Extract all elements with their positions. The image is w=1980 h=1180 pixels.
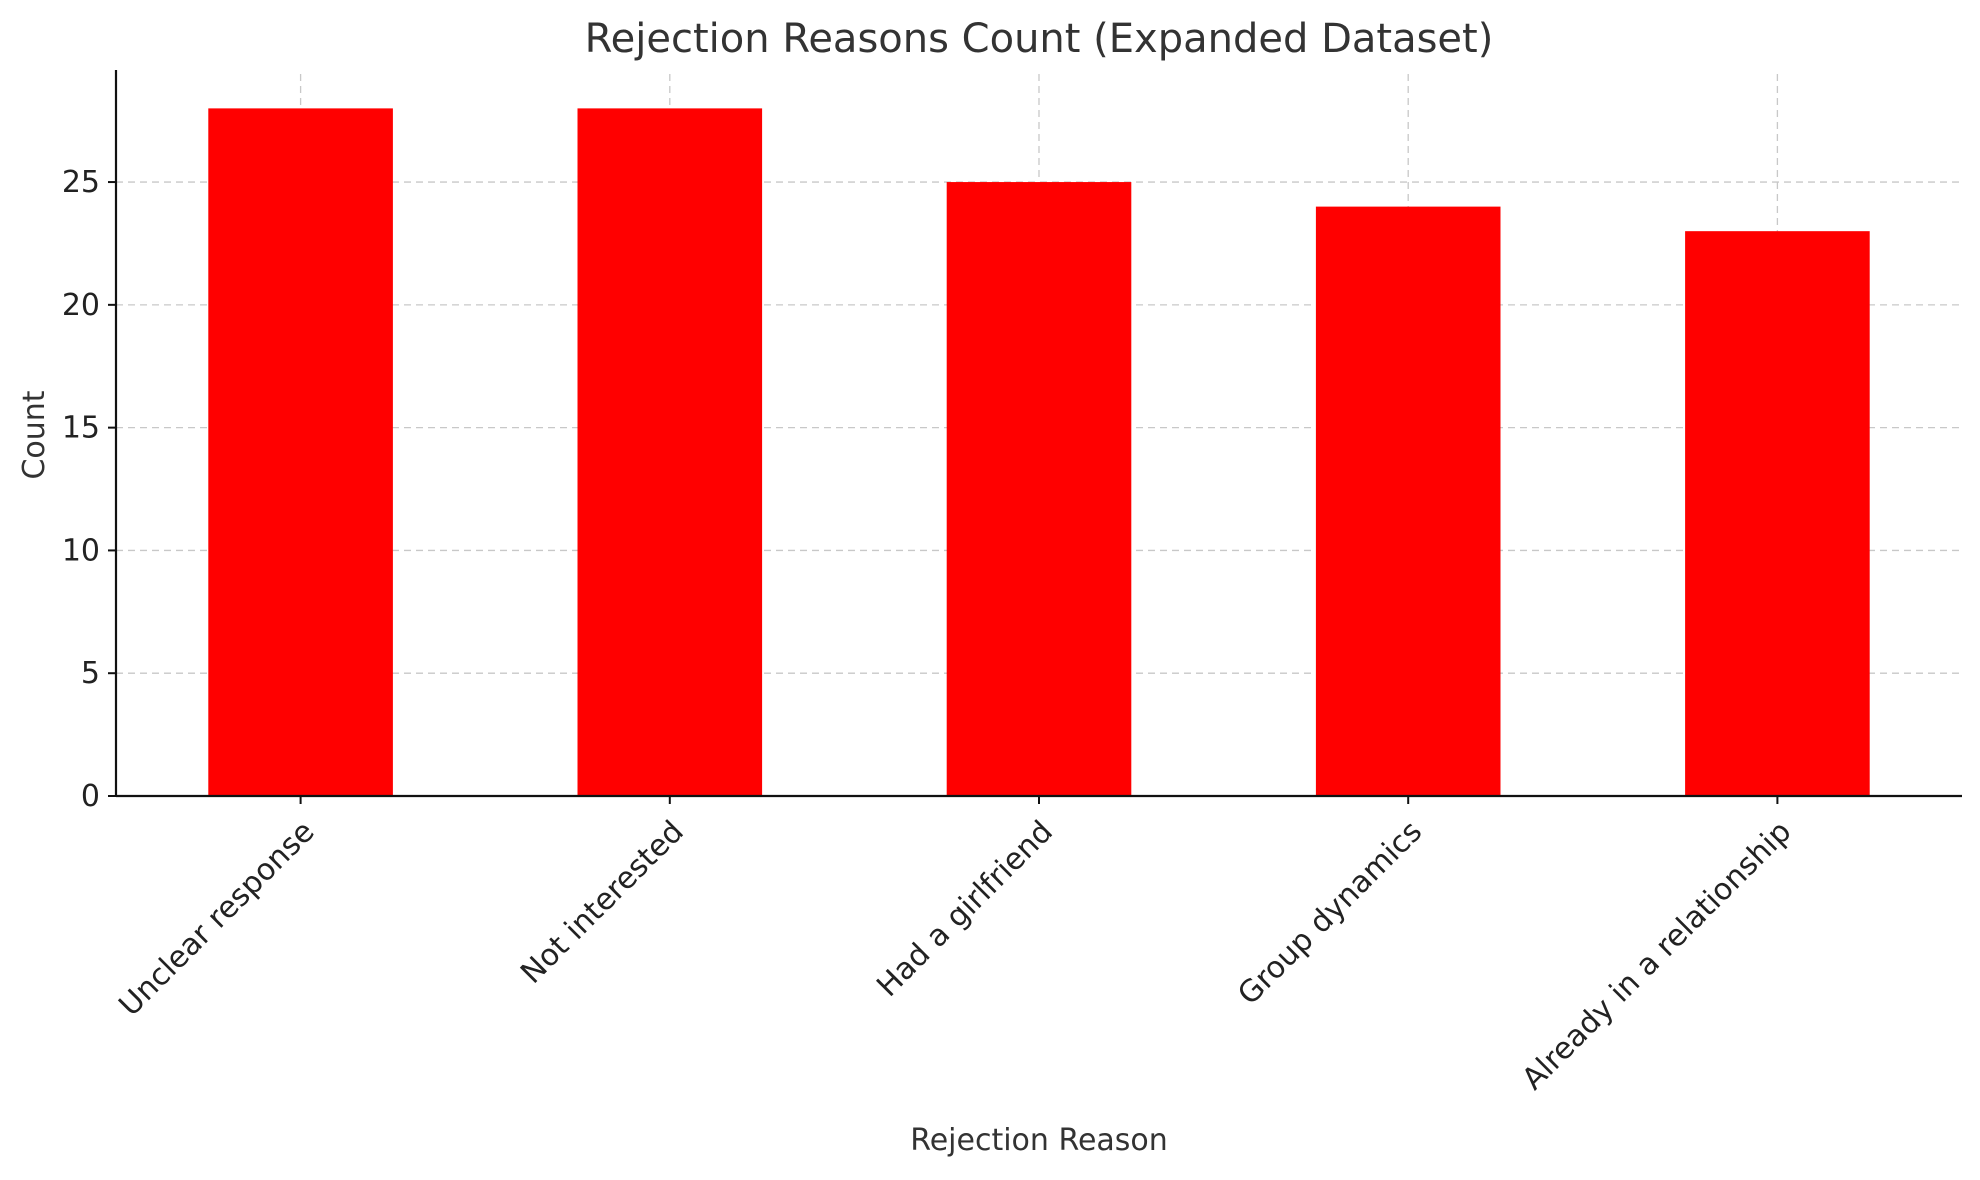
y-tick-label: 5 xyxy=(81,656,100,691)
bars xyxy=(208,108,1870,797)
x-tick-label: Unclear response xyxy=(112,814,321,1023)
y-tick-label: 15 xyxy=(62,411,100,446)
x-tick-label: Had a girlfriend xyxy=(870,814,1060,1004)
y-tick-label: 10 xyxy=(62,533,100,568)
chart-title: Rejection Reasons Count (Expanded Datase… xyxy=(585,16,1494,62)
y-tick-label: 20 xyxy=(62,288,100,323)
x-tick-label: Not interested xyxy=(514,814,691,991)
bar xyxy=(1685,231,1870,797)
x-tick-label: Already in a relationship xyxy=(1516,814,1799,1097)
bar xyxy=(208,108,393,796)
bar xyxy=(1315,206,1501,796)
y-axis-label: Count xyxy=(17,390,52,479)
y-tick-label: 0 xyxy=(81,779,100,814)
y-tick-label: 25 xyxy=(62,165,100,200)
x-tick-label: Group dynamics xyxy=(1231,814,1429,1012)
x-axis-label: Rejection Reason xyxy=(910,1123,1168,1158)
bar xyxy=(946,182,1132,796)
bar xyxy=(577,108,763,796)
